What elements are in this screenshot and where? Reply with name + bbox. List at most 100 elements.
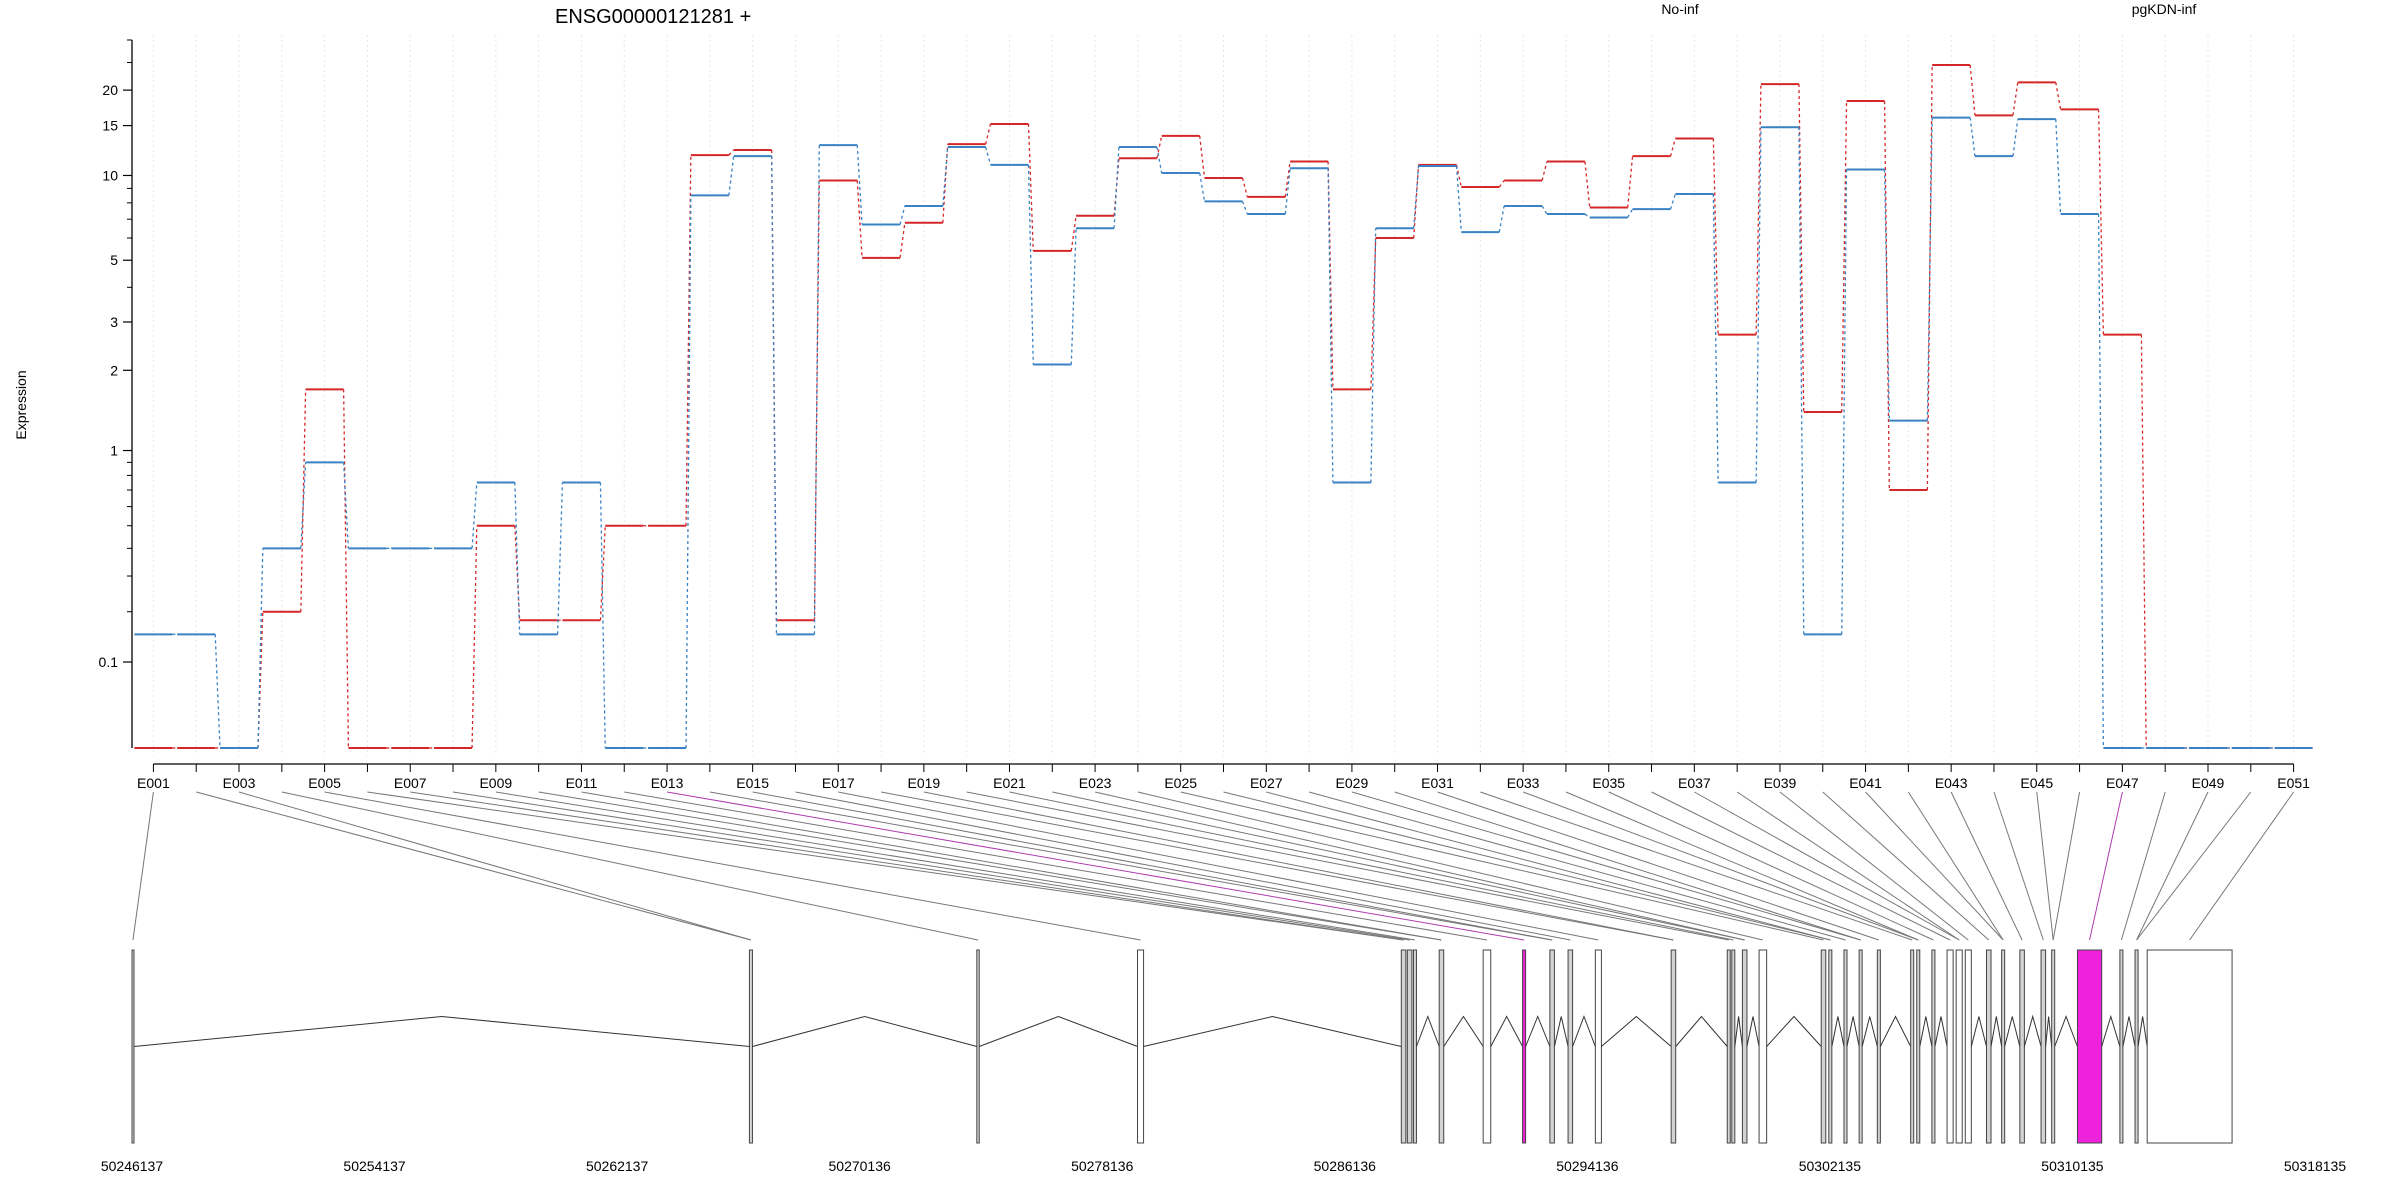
y-tick-label: 0.1: [99, 654, 119, 670]
exon-box: [1858, 949, 1863, 1144]
series-connector: [471, 525, 478, 749]
exon-connector: [1950, 791, 2023, 941]
exon-box: [1964, 949, 1972, 1144]
series-connector: [1070, 228, 1077, 365]
exon-connector: [281, 791, 979, 941]
x-tick-label: E035: [1592, 775, 1625, 791]
exon-connector: [324, 791, 1141, 941]
series-connector: [471, 482, 478, 549]
y-tick-label: 1: [110, 443, 118, 459]
series-connector: [1627, 208, 1634, 218]
series-connector: [300, 389, 307, 612]
exon-box: [1741, 949, 1748, 1144]
x-tick-label: E039: [1764, 775, 1797, 791]
exon-connector: [880, 791, 1674, 941]
series-connector: [1669, 193, 1676, 210]
exon-connector: [367, 791, 1404, 941]
series-connector: [2140, 334, 2147, 749]
y-tick-label: 20: [102, 82, 118, 98]
legend-no-inf: No-inf: [1661, 1, 1698, 17]
series-connector: [1755, 127, 1762, 483]
series-connector: [300, 462, 307, 549]
series-connector: [728, 149, 735, 156]
series-connector: [1669, 138, 1676, 157]
exon-box: [1731, 949, 1736, 1144]
x-tick-label: E001: [137, 775, 170, 791]
legend-pgkdn-inf: pgKDN-inf: [2132, 1, 2197, 17]
genome-tick-label: 50318135: [2284, 1158, 2347, 1174]
intron-line: [2122, 1016, 2136, 1047]
exon-connector: [838, 791, 1599, 941]
series-connector: [2012, 82, 2019, 116]
series-connector: [257, 611, 264, 749]
series-connector: [599, 525, 606, 621]
exon-connector: [1094, 791, 1745, 941]
series-connector: [1926, 117, 1933, 421]
series-connector: [1841, 169, 1848, 635]
exon-box: [1985, 949, 1992, 1144]
genome-tick-label: 50246137: [101, 1158, 164, 1174]
exon-connector: [1180, 791, 1824, 941]
series-connector: [1584, 161, 1591, 208]
series-connector: [685, 195, 692, 749]
exon-connector: [1522, 791, 1919, 941]
intron-line: [1879, 1015, 1912, 1047]
intron-line: [2045, 1016, 2053, 1047]
exon-box: [1955, 949, 1963, 1144]
exon-connector: [709, 791, 1553, 941]
x-tick-label: E013: [651, 775, 684, 791]
series-connector: [1498, 205, 1505, 233]
exon-box: [2076, 949, 2103, 1144]
exon-connector: [1565, 791, 1919, 941]
exon-connector: [2136, 791, 2209, 941]
exon-box: [1820, 949, 1827, 1144]
exon-connector: [1779, 791, 1969, 941]
exon-box: [748, 949, 753, 1144]
intron-line: [1934, 1016, 1948, 1047]
exon-box: [1522, 949, 1527, 1144]
series-connector: [1712, 193, 1719, 483]
series-connector: [1199, 135, 1206, 179]
exon-box: [1400, 949, 1407, 1144]
intron-line: [752, 1015, 977, 1047]
series-connector: [1027, 123, 1034, 251]
exon-connector: [538, 791, 1442, 941]
exon-box: [1670, 949, 1677, 1144]
exon-box: [976, 949, 980, 1144]
exon-box: [1406, 949, 1413, 1144]
exon-connector: [795, 791, 1571, 941]
intron-line: [1143, 1015, 1402, 1047]
series-connector: [1969, 117, 1976, 157]
exon-connector: [2189, 791, 2295, 941]
exon-connector: [624, 791, 1488, 941]
series-pgKDN-inf: [134, 116, 2313, 749]
series-connector: [514, 482, 521, 635]
series-connector: [985, 123, 992, 145]
exon-box: [1482, 949, 1492, 1144]
series-connector: [1370, 228, 1377, 483]
exon-connector: [752, 791, 1553, 941]
series-connector: [556, 482, 564, 635]
x-tick-label: E023: [1079, 775, 1112, 791]
series-connector: [1455, 165, 1462, 233]
exon-box: [1828, 949, 1833, 1144]
exon-box: [131, 949, 135, 1144]
intron-line: [1861, 1016, 1878, 1047]
exon-connector: [196, 791, 752, 941]
exon-box: [1931, 949, 1936, 1144]
exon-connector: [1651, 791, 1951, 941]
series-connector: [1798, 84, 1805, 413]
intron-line: [2004, 1016, 2021, 1047]
series-connector: [2055, 119, 2062, 215]
x-tick-label: E007: [394, 775, 427, 791]
exon-box: [1758, 949, 1768, 1144]
series-connector: [1241, 177, 1248, 198]
gene-model: [131, 949, 2233, 1144]
intron-line: [1990, 1016, 2003, 1047]
genome-axis: 50246137 50254137 50262137 50270136 50278136…: [101, 1158, 2347, 1174]
exon-connector: [1223, 791, 1831, 941]
series-connector: [1969, 64, 1976, 116]
series-connector: [1498, 180, 1505, 188]
chart-title: ENSG00000121281 +: [555, 6, 751, 28]
